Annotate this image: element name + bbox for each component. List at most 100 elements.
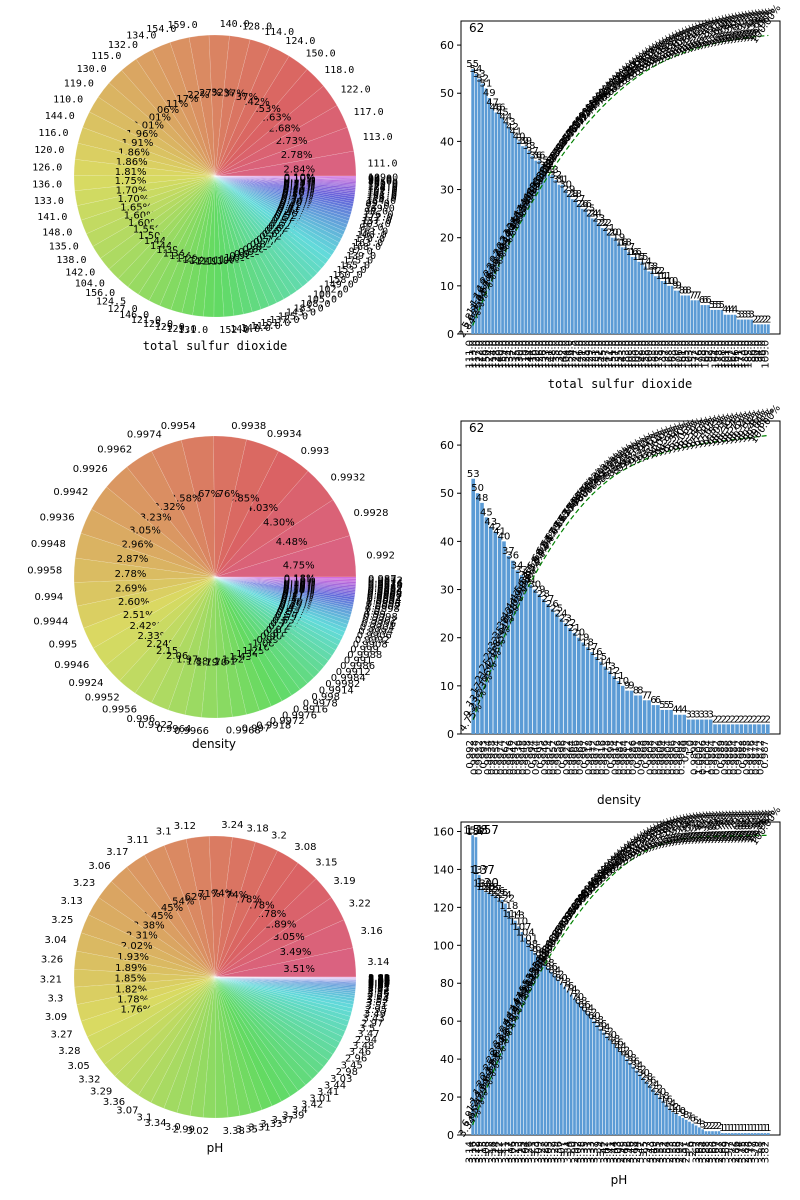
pie-percent-label: 1.89% [115, 963, 147, 974]
bar [763, 324, 767, 334]
bar [734, 1133, 737, 1135]
pie-slice [74, 175, 216, 206]
pie-percent-label: 2.27% [190, 88, 222, 99]
bar [501, 117, 504, 334]
bar-value-label: 2 [747, 714, 753, 725]
bar [517, 926, 520, 1135]
x-tick-label: 0.9872 [755, 740, 766, 775]
pie-percent-label: 0.36% [280, 196, 312, 207]
bar-value-label: 1 [749, 1123, 755, 1134]
pie-category-label: 0.999 [350, 645, 379, 656]
bar-value-label: 114 [503, 909, 522, 920]
x-tick-label: 129.0 [584, 340, 595, 369]
x-tick-label: 3.43 [645, 1141, 656, 1163]
pie-category-label: 183.0 [294, 303, 324, 314]
x-tick-label: 0.9998 [676, 740, 687, 775]
bar-value-label: 20 [572, 628, 585, 639]
pie-percent-label: 2.37% [214, 89, 246, 100]
pie-slice [138, 976, 216, 1103]
bar [573, 998, 576, 1135]
x-tick-label: 107.0 [724, 340, 735, 369]
pie-percent-label: 0.31% [281, 193, 313, 204]
pie-category-label: 0.99 [364, 609, 386, 620]
pie-slice [214, 976, 348, 1032]
bar-value-label: 2 [765, 314, 771, 325]
bar-value-label: 44 [500, 112, 513, 123]
pie-slice [214, 535, 357, 578]
pie-percent-label: 2.01% [132, 120, 164, 131]
bar-value-label: 58 [591, 1015, 604, 1026]
x-tick-label: 0.9904 [663, 740, 674, 775]
pie-percent-label: 0.46% [277, 206, 309, 217]
bar [590, 652, 594, 734]
y-tick-label: 10 [440, 280, 454, 293]
bar [625, 1059, 629, 1135]
x-tick-label: 154.0 [501, 340, 512, 369]
x-tick-label: 0.9968 [575, 740, 586, 775]
x-tick-label: 0.9884 [729, 740, 740, 775]
pie-percent-label: 0.57% [270, 218, 302, 229]
bar [727, 1133, 731, 1135]
pie-slice [214, 175, 338, 252]
bar-value-label: 158 [463, 825, 482, 836]
bar [722, 724, 726, 734]
bar [625, 690, 629, 734]
bar-value-label: 16 [590, 647, 603, 658]
bar-value-label: 42 [617, 1045, 630, 1056]
pie-slice [214, 126, 355, 177]
x-tick-label: 3.74 [734, 1141, 745, 1163]
bar-value-label: 1 [762, 1123, 768, 1134]
x-tick-label: 92.0 [704, 340, 715, 362]
pie-category-label: 111.0 [367, 158, 397, 169]
x-tick-label: 110.0 [521, 340, 532, 369]
pie-xlabel-ph: pH [207, 1141, 224, 1155]
x-tick-label: 3.38 [576, 1141, 587, 1163]
bar-annotation-max: 62 [469, 21, 484, 35]
pie-slice [214, 175, 303, 292]
bar-value-label: 2 [760, 714, 766, 725]
pie-percent-label: 0.63% [274, 613, 306, 624]
pie-category-label: 1.0 [364, 607, 380, 618]
bar [652, 1089, 655, 1135]
bar [678, 1116, 681, 1135]
x-tick-label: 1.0004 [703, 740, 714, 775]
pie-slice [214, 976, 325, 1074]
pie-category-label: 0.995 [49, 640, 78, 651]
pie-category-label: 2.97 [361, 1018, 383, 1029]
bar-value-label: 20 [609, 228, 622, 239]
pie-category-label: 0.9884 [368, 586, 403, 597]
x-tick-label: 101.0 [720, 340, 731, 369]
pie-slice [135, 49, 216, 177]
pie-category-label: 3.03 [330, 1074, 352, 1085]
bar [497, 897, 501, 1135]
bar-value-label: 8 [637, 685, 643, 696]
bar-xlabel-density: density [597, 793, 641, 807]
pie-category-label: 3.1 [156, 826, 172, 837]
bar-value-label: 38 [523, 141, 536, 152]
bar [690, 300, 694, 334]
bar [587, 213, 591, 334]
bar [480, 502, 484, 734]
bar-value-label: 4 [681, 705, 687, 716]
pie-category-label: 0.996 [126, 714, 155, 725]
bar-value-label: 51 [480, 78, 493, 89]
pie-category-label: 3.7 [368, 975, 384, 986]
x-tick-label: 109.0 [760, 340, 771, 369]
x-tick-label: 3.82 [760, 1141, 771, 1163]
pie-slice [168, 576, 216, 716]
bar [603, 666, 607, 734]
pie-percent-label: 0.27% [281, 593, 313, 604]
bar [622, 1055, 626, 1135]
bar-value-label: 9 [628, 681, 634, 692]
pie-percent-label: 0.72% [259, 232, 291, 243]
pie-slice [80, 914, 216, 978]
bar-value-label: 26 [644, 1076, 657, 1087]
bar [484, 517, 489, 734]
pie-percent-label: 3.67% [188, 489, 220, 500]
x-tick-label: 0.9948 [518, 740, 529, 775]
bar [727, 314, 730, 334]
pie-slice [91, 486, 216, 578]
pie-slice [214, 576, 353, 612]
x-tick-label: 3.23 [511, 1141, 522, 1163]
